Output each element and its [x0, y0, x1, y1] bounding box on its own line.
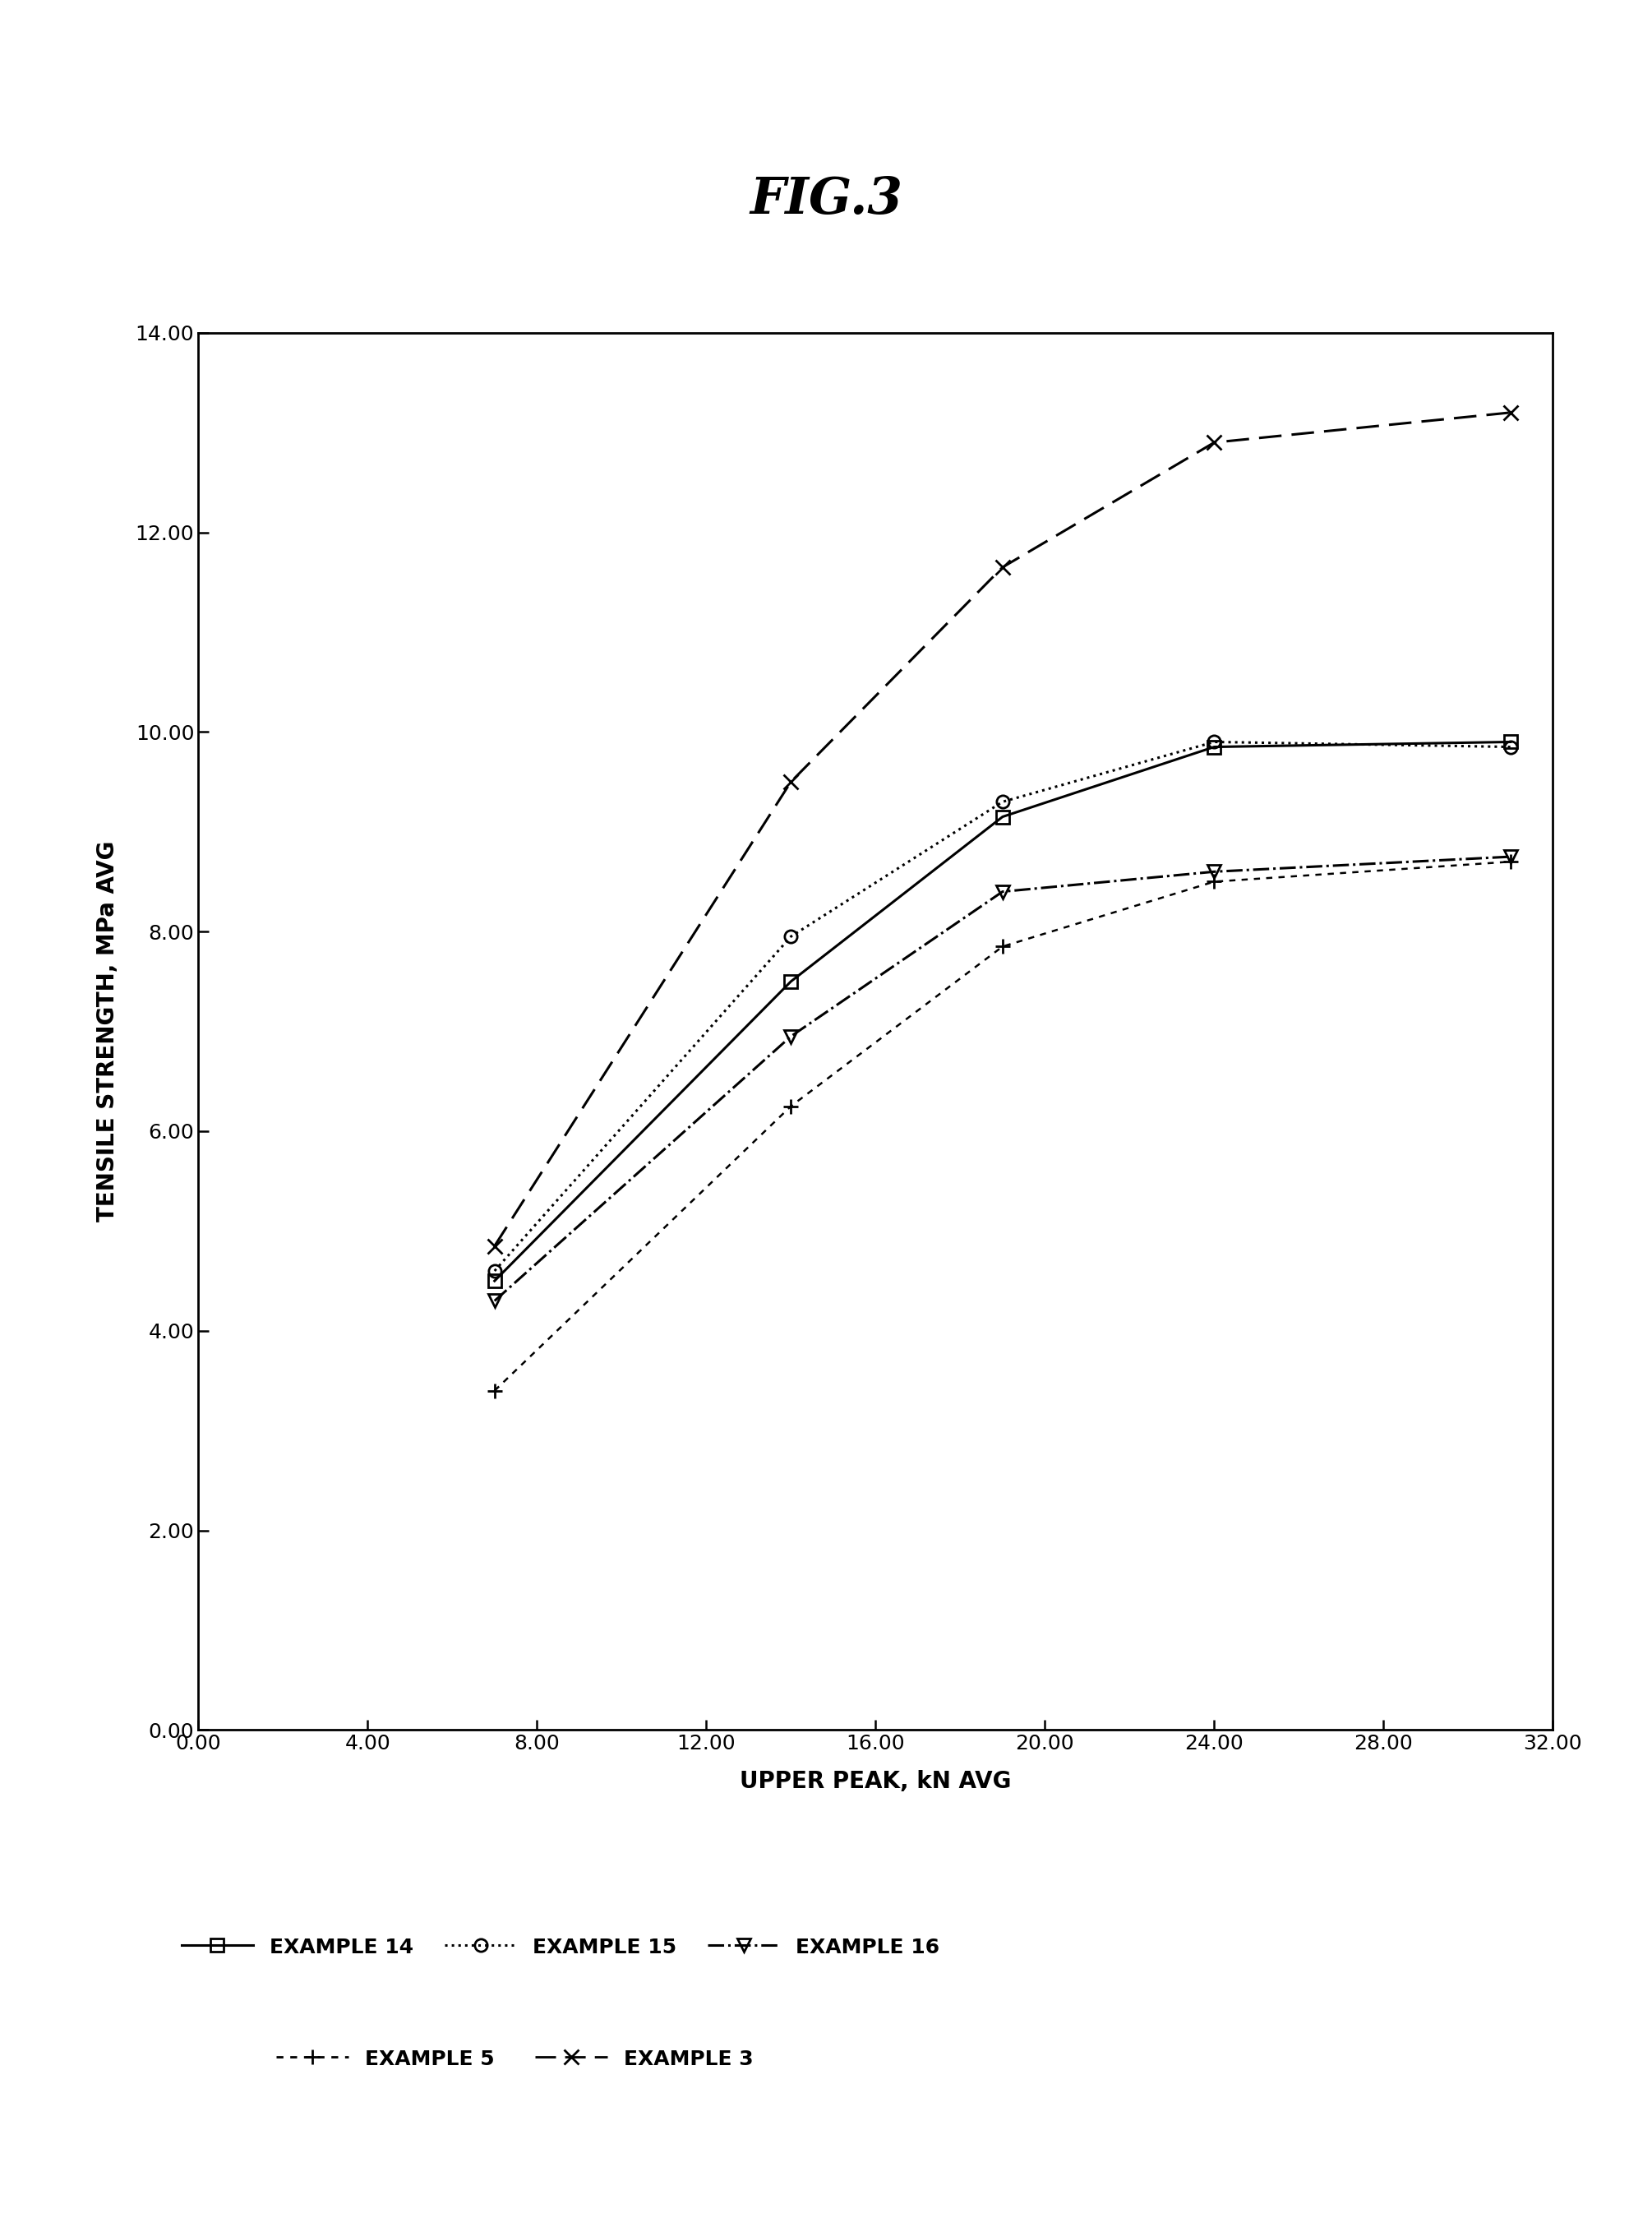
- EXAMPLE 16: [1204, 858, 1224, 885]
- Line: EXAMPLE 15: EXAMPLE 15: [489, 736, 1517, 1278]
- EXAMPLE 5: [1204, 867, 1224, 894]
- EXAMPLE 3: [781, 770, 801, 796]
- Line: EXAMPLE 5: EXAMPLE 5: [487, 854, 1518, 1397]
- EXAMPLE 5: [993, 934, 1013, 960]
- EXAMPLE 14: [484, 1269, 504, 1295]
- Legend: EXAMPLE 5, EXAMPLE 3: EXAMPLE 5, EXAMPLE 3: [276, 2047, 753, 2069]
- EXAMPLE 16: [1500, 843, 1520, 869]
- EXAMPLE 14: [993, 803, 1013, 830]
- Line: EXAMPLE 16: EXAMPLE 16: [489, 849, 1517, 1306]
- EXAMPLE 3: [484, 1233, 504, 1260]
- EXAMPLE 3: [1500, 399, 1520, 426]
- EXAMPLE 16: [781, 1022, 801, 1049]
- Line: EXAMPLE 3: EXAMPLE 3: [487, 406, 1518, 1253]
- Line: EXAMPLE 14: EXAMPLE 14: [489, 736, 1517, 1286]
- EXAMPLE 15: [781, 923, 801, 949]
- EXAMPLE 5: [781, 1093, 801, 1120]
- Y-axis label: TENSILE STRENGTH, MPa AVG: TENSILE STRENGTH, MPa AVG: [96, 841, 119, 1222]
- EXAMPLE 15: [993, 790, 1013, 816]
- EXAMPLE 14: [1204, 734, 1224, 761]
- EXAMPLE 16: [993, 878, 1013, 905]
- EXAMPLE 3: [993, 554, 1013, 581]
- X-axis label: UPPER PEAK, kN AVG: UPPER PEAK, kN AVG: [740, 1770, 1011, 1792]
- EXAMPLE 15: [1500, 734, 1520, 761]
- EXAMPLE 15: [484, 1258, 504, 1284]
- EXAMPLE 14: [781, 969, 801, 996]
- EXAMPLE 14: [1500, 730, 1520, 756]
- EXAMPLE 16: [484, 1286, 504, 1313]
- Text: FIG.3: FIG.3: [750, 175, 902, 224]
- EXAMPLE 15: [1204, 730, 1224, 756]
- EXAMPLE 3: [1204, 430, 1224, 457]
- EXAMPLE 5: [1500, 849, 1520, 876]
- EXAMPLE 5: [484, 1377, 504, 1404]
